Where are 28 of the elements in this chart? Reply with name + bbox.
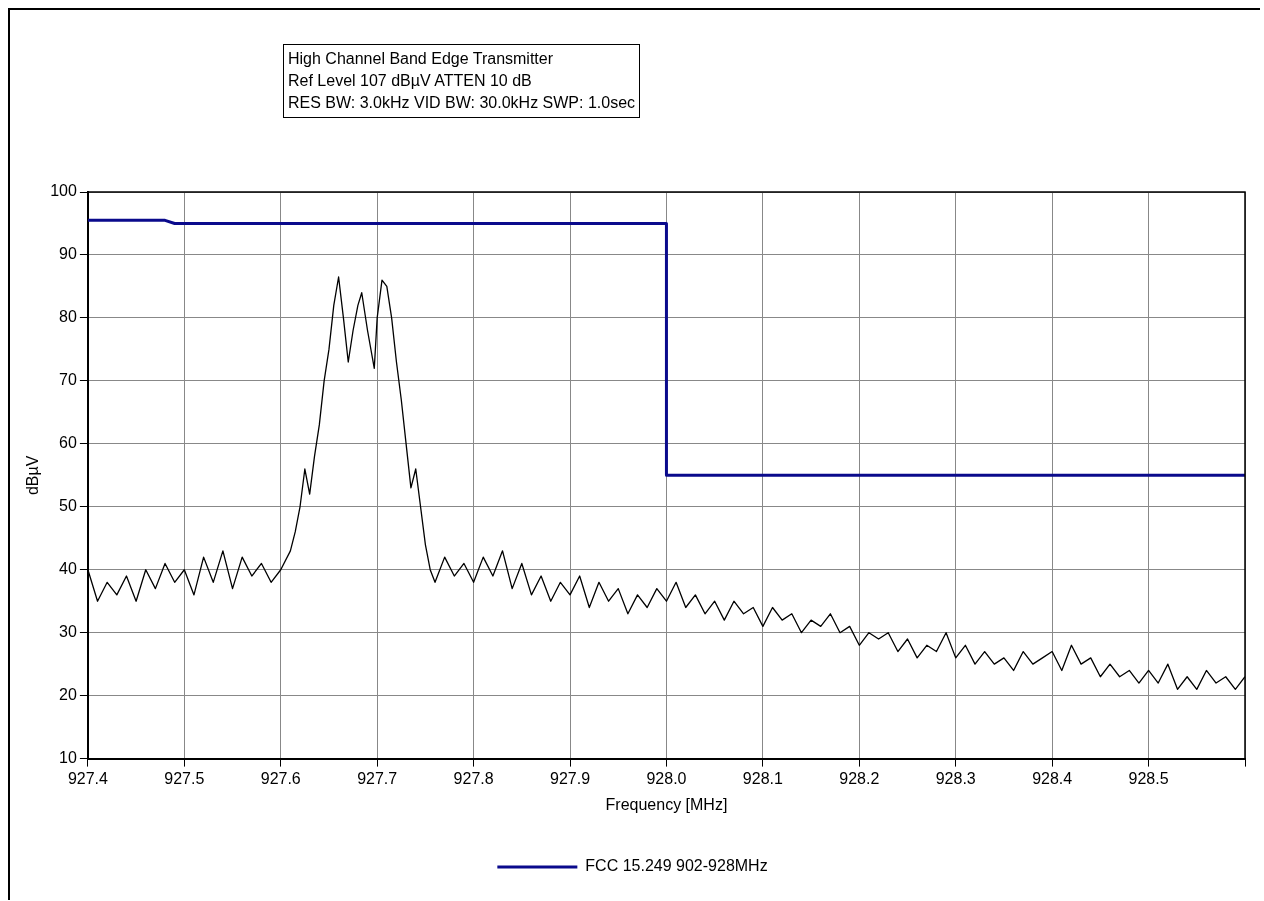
- y-tick-label: 60: [59, 434, 77, 452]
- x-tick-label: 927.9: [550, 769, 591, 787]
- x-tick-label: 928.2: [839, 769, 880, 787]
- chart-title: High Channel Band Edge Transmitter: [288, 49, 555, 69]
- text: FCC 15.249 902-928MHz: [585, 857, 768, 875]
- text: Ref Level 107 dBµV ATTEN 10 dB: [288, 71, 533, 91]
- x-tick-label: 928.1: [742, 769, 783, 787]
- x-tick-label: 927.6: [260, 769, 301, 787]
- y-tick-label: 80: [59, 308, 77, 326]
- y-axis-title: dBµV: [24, 455, 42, 496]
- y-tick-label: 100: [50, 182, 77, 200]
- x-tick-label: 927.4: [67, 769, 109, 787]
- text: RES BW: 3.0kHz VID BW: 30.0kHz SWP: 1.0sec: [288, 93, 636, 113]
- x-tick-label: 928.4: [1032, 769, 1073, 787]
- x-tick-label: 928.5: [1128, 769, 1169, 787]
- x-tick-label: 928.0: [646, 769, 687, 787]
- x-axis-title: Frequency [MHz]: [605, 795, 728, 813]
- y-tick-label: 50: [59, 497, 77, 515]
- y-tick-label: 40: [59, 560, 77, 578]
- x-tick-label: 928.3: [935, 769, 976, 787]
- y-tick-label: 30: [59, 623, 77, 641]
- x-tick-label: 927.7: [357, 769, 398, 787]
- y-tick-label: 90: [59, 245, 77, 263]
- y-tick-label: 10: [59, 749, 77, 767]
- x-tick-label: 927.5: [164, 769, 205, 787]
- y-tick-label: 20: [59, 686, 77, 704]
- x-tick-label: 927.8: [453, 769, 494, 787]
- y-tick-label: 70: [59, 371, 77, 389]
